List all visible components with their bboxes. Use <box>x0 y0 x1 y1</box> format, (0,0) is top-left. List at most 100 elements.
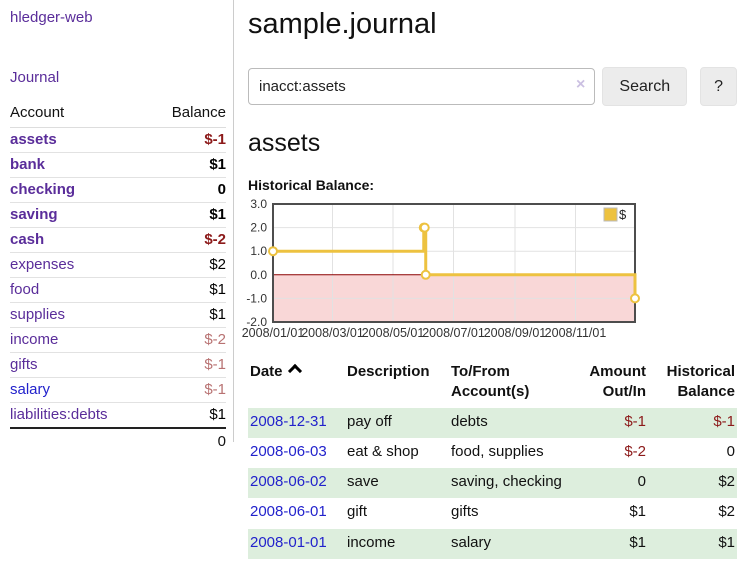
register-accounts-cell: gifts <box>451 503 479 521</box>
svg-text:1.0: 1.0 <box>250 244 267 258</box>
svg-text:2.0: 2.0 <box>250 221 267 235</box>
account-row: food $1 <box>10 277 226 303</box>
account-link[interactable]: bank <box>10 156 46 173</box>
register-row: 2008-12-31 pay off debts $-1 $-1 <box>248 407 737 438</box>
account-cell: bank <box>10 152 149 178</box>
account-balance: $-1 <box>148 377 226 403</box>
account-link[interactable]: assets <box>10 131 57 148</box>
register-accounts-cell: saving, checking <box>451 473 562 490</box>
register-amount-cell: $-2 <box>624 442 646 460</box>
account-balance: $1 <box>148 402 226 429</box>
register-amount-cell: 0 <box>637 473 646 490</box>
register-balance-cell: $1 <box>718 533 735 551</box>
account-link[interactable]: income <box>10 331 59 348</box>
register-date-cell: 2008-12-31 <box>248 408 345 438</box>
accounts-total-value: 0 <box>148 427 226 454</box>
register-balance-cell: $2 <box>718 503 735 521</box>
account-balance: $2 <box>148 252 226 278</box>
register-date-link[interactable]: 2008-06-01 <box>250 503 327 521</box>
register-accounts-cell: debts <box>451 412 488 430</box>
register-amount-cell: $1 <box>629 533 646 551</box>
register-accounts-cell: salary <box>451 533 492 551</box>
account-link[interactable]: saving <box>10 206 58 223</box>
register-date-cell: 2008-06-01 <box>248 498 345 528</box>
register-date-cell: 2008-06-02 <box>248 468 345 498</box>
account-balance: $1 <box>148 277 226 303</box>
account-balance: $1 <box>148 152 226 178</box>
register-balance-cell: $-1 <box>713 412 735 430</box>
account-link[interactable]: checking <box>10 181 76 198</box>
search-input-wrap: × <box>248 68 596 105</box>
svg-text:2008/01/01: 2008/01/01 <box>242 326 305 340</box>
register-description-cell: eat & shop <box>347 442 419 460</box>
account-balance: $1 <box>148 302 226 328</box>
register-header-date[interactable]: Date <box>248 359 345 408</box>
svg-text:2008/11/01: 2008/11/01 <box>545 326 607 340</box>
clear-search-icon[interactable]: × <box>576 76 586 93</box>
chart-title: Historical Balance: <box>248 177 375 193</box>
account-row: gifts $-1 <box>10 352 226 378</box>
register-header-description: Description <box>347 363 430 380</box>
register-header-balance: Historical Balance <box>666 363 735 401</box>
account-cell: cash <box>10 227 149 253</box>
account-link[interactable]: gifts <box>10 356 38 373</box>
search-button[interactable]: Search <box>602 67 688 106</box>
account-row: supplies $1 <box>10 302 226 328</box>
svg-text:-1.0: -1.0 <box>246 291 267 305</box>
register-description-cell: income <box>347 533 396 551</box>
svg-text:2008/05/01: 2008/05/01 <box>362 326 425 340</box>
register-row: 2008-06-01 gift gifts $1 $2 <box>248 498 737 528</box>
help-button[interactable]: ? <box>700 67 737 106</box>
account-balance: $-1 <box>148 352 226 378</box>
account-cell: gifts <box>10 352 149 378</box>
accounts-header-balance: Balance <box>148 101 226 128</box>
account-balance: 0 <box>148 177 226 203</box>
register-date-link[interactable]: 2008-01-01 <box>250 533 327 551</box>
svg-text:$: $ <box>619 207 627 222</box>
page-title: sample.journal <box>248 8 437 40</box>
account-row: expenses $2 <box>10 252 226 278</box>
svg-text:3.0: 3.0 <box>250 197 267 211</box>
search-input[interactable] <box>248 68 596 105</box>
register-date-link[interactable]: 2008-06-02 <box>250 473 327 490</box>
account-link[interactable]: supplies <box>10 306 66 323</box>
account-cell: saving <box>10 202 149 228</box>
account-balance: $-2 <box>148 327 226 353</box>
register-amount-cell: $1 <box>629 503 646 521</box>
register-balance-cell: $2 <box>718 473 735 490</box>
register-description-cell: save <box>347 473 379 490</box>
account-link[interactable]: salary <box>10 381 51 398</box>
accounts-total-row: 0 <box>10 427 226 454</box>
search-form: × Search ? <box>248 67 737 106</box>
brand-link[interactable]: hledger-web <box>10 9 93 26</box>
account-heading: assets <box>248 129 321 157</box>
account-row: salary $-1 <box>10 377 226 403</box>
accounts-header-account: Account <box>10 101 149 128</box>
accounts-table: Account Balance assets $-1 bank $1 checking 0… <box>10 101 226 454</box>
account-row: liabilities:debts $1 <box>10 402 226 429</box>
register-header-amount: Amount Out/In <box>589 363 646 401</box>
register-date-link[interactable]: 2008-12-31 <box>250 412 327 430</box>
svg-text:2008/03/01: 2008/03/01 <box>301 326 364 340</box>
sidebar-divider <box>233 0 234 442</box>
svg-text:2008/07/01: 2008/07/01 <box>422 326 485 340</box>
sidebar: hledger-web Journal Account Balance asse… <box>10 0 226 454</box>
account-cell: liabilities:debts <box>10 402 149 429</box>
account-link[interactable]: liabilities:debts <box>10 406 108 423</box>
register-amount-cell: $-1 <box>624 412 646 430</box>
accounts-header-row: Account Balance <box>10 101 226 128</box>
svg-text:0.0: 0.0 <box>250 268 267 282</box>
register-date-link[interactable]: 2008-06-03 <box>250 442 327 460</box>
accounts-total-spacer <box>10 427 149 454</box>
sidebar-item-journal[interactable]: Journal <box>10 69 60 86</box>
account-link[interactable]: food <box>10 281 40 298</box>
register-description-cell: pay off <box>347 412 392 430</box>
register-row: 2008-01-01 income salary $1 $1 <box>248 528 737 559</box>
account-link[interactable]: expenses <box>10 256 75 273</box>
main-content: sample.journal × Search ? assets Histori… <box>242 0 737 559</box>
account-cell: income <box>10 327 149 353</box>
account-balance: $1 <box>148 202 226 228</box>
account-link[interactable]: cash <box>10 231 45 248</box>
account-row: saving $1 <box>10 202 226 228</box>
register-date-cell: 2008-01-01 <box>248 529 345 559</box>
